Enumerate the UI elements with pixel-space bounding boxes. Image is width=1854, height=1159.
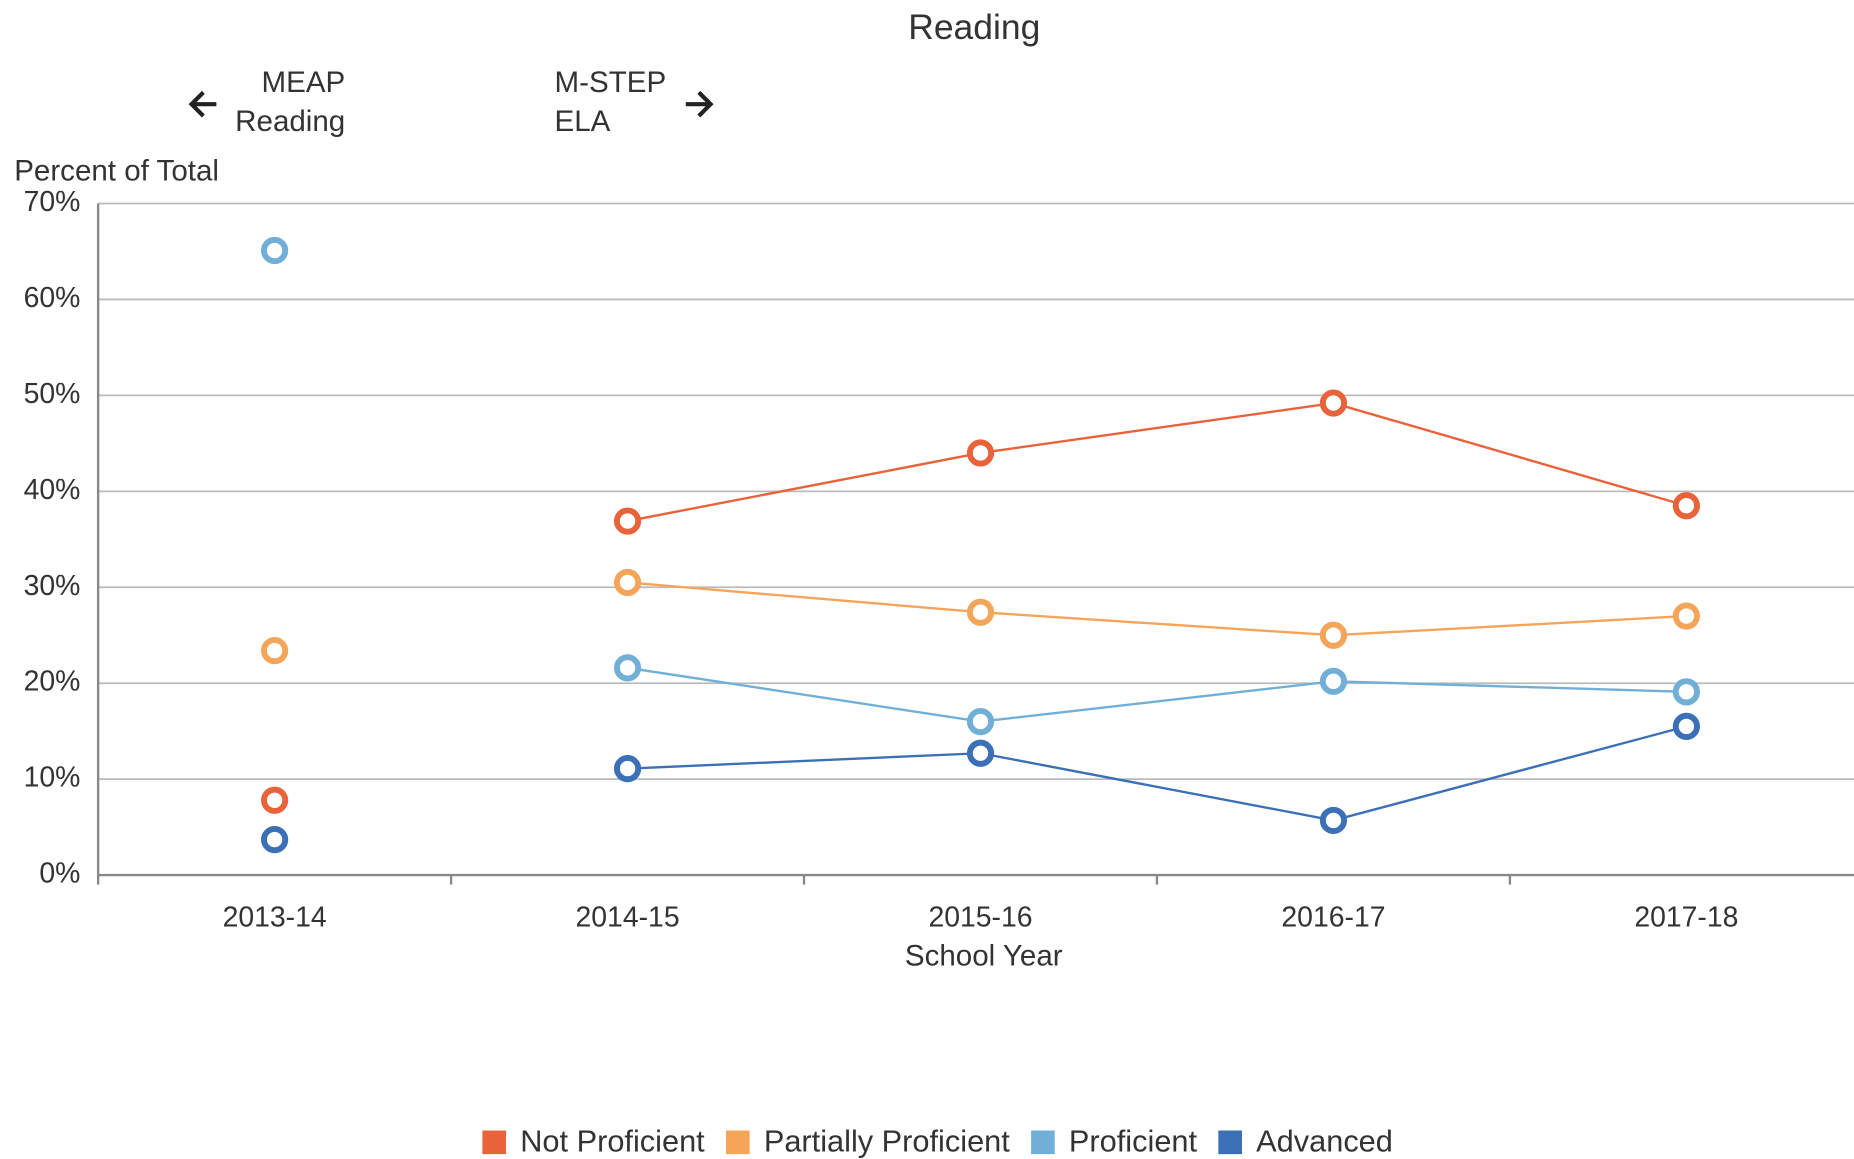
legend-swatch	[1218, 1130, 1242, 1155]
data-point	[1319, 667, 1348, 695]
y-tick-label: 60%	[24, 282, 81, 314]
data-point	[1672, 602, 1700, 630]
y-tick-label: 50%	[24, 378, 81, 410]
legend-label: Proficient	[1069, 1124, 1198, 1159]
data-point	[261, 826, 289, 854]
data-point	[1672, 678, 1700, 706]
data-point	[613, 755, 642, 783]
data-point	[261, 786, 289, 814]
series-line	[627, 401, 1687, 523]
legend-item: Partially Proficient	[726, 1124, 1010, 1159]
x-tick-label: 2014-15	[576, 901, 680, 933]
y-tick-label: 0%	[39, 858, 80, 890]
y-tick-label: 70%	[24, 186, 81, 218]
data-point	[613, 507, 642, 535]
legend-swatch	[482, 1130, 507, 1155]
legend-swatch	[1031, 1130, 1055, 1155]
data-point	[966, 598, 995, 626]
legend-label: Partially Proficient	[764, 1124, 1010, 1159]
x-tick-label: 2013-14	[223, 901, 327, 933]
annotation-arrow	[685, 90, 714, 118]
data-point	[1319, 806, 1348, 835]
legend-item: Advanced	[1218, 1124, 1393, 1159]
annotation: ELA	[555, 105, 611, 138]
series-line	[627, 725, 1687, 822]
y-tick-label: 10%	[24, 762, 81, 794]
legend-label: Advanced	[1256, 1124, 1393, 1159]
chart-title: Reading	[908, 7, 1040, 47]
annotation: MEAP	[262, 66, 346, 99]
data-point	[1672, 712, 1700, 740]
annotation-arrow	[188, 90, 217, 118]
annotation: Reading	[235, 105, 345, 138]
x-tick-label: 2017-18	[1634, 901, 1738, 933]
data-point	[613, 654, 642, 682]
legend-item: Proficient	[1031, 1124, 1198, 1159]
data-point	[613, 568, 642, 597]
x-tick-label: 2016-17	[1281, 901, 1385, 933]
data-point	[966, 739, 995, 767]
x-axis-label: School Year	[905, 940, 1063, 973]
legend-item: Not Proficient	[482, 1124, 705, 1159]
data-point	[966, 707, 995, 736]
annotation: M-STEP	[555, 66, 667, 99]
y-axis-label: Percent of Total	[14, 155, 219, 188]
series-line	[627, 666, 1687, 723]
data-point	[966, 439, 995, 467]
legend-swatch	[726, 1130, 750, 1155]
data-point	[1319, 389, 1348, 417]
data-point	[261, 636, 289, 665]
series-line	[627, 581, 1687, 637]
y-tick-label: 30%	[24, 570, 81, 602]
y-tick-label: 40%	[24, 474, 81, 506]
data-point	[1672, 492, 1700, 520]
data-point	[1319, 621, 1348, 649]
data-point	[261, 236, 289, 265]
y-tick-label: 20%	[24, 666, 81, 698]
x-tick-label: 2015-16	[928, 901, 1032, 933]
legend-label: Not Proficient	[520, 1124, 705, 1159]
